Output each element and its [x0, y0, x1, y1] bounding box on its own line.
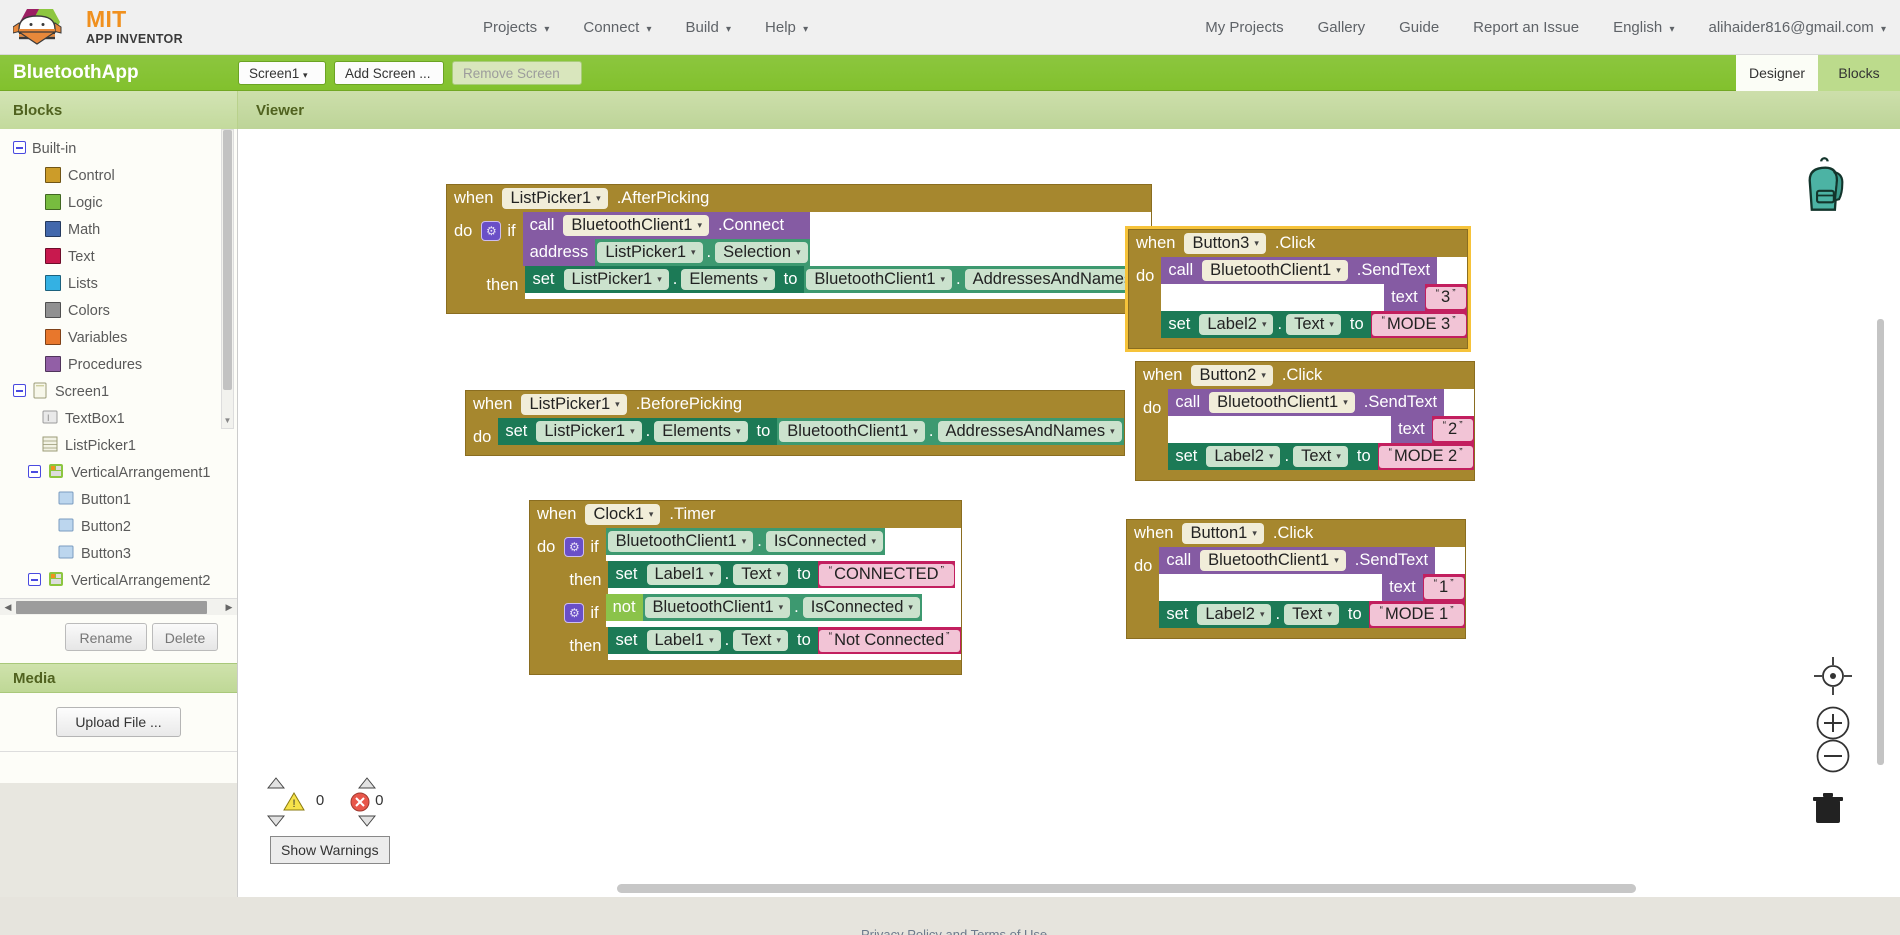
svg-text:!: !	[293, 798, 296, 810]
svg-text:I: I	[47, 413, 50, 423]
